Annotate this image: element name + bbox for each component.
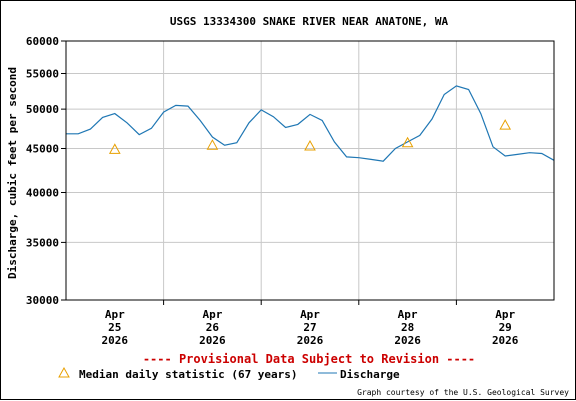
y-axis-ticks: 30000 35000 40000 45000 50000 55000 60000: [26, 35, 66, 307]
x-tick-label-month: Apr: [300, 308, 320, 321]
median-marker: [304, 139, 316, 151]
chart-title: USGS 13334300 SNAKE RIVER NEAR ANATONE, …: [170, 15, 449, 28]
median-marker: [108, 143, 121, 154]
x-tick-label-month: Apr: [398, 308, 418, 321]
discharge-line: [66, 85, 555, 162]
y-tick-label: 45000: [26, 142, 59, 155]
x-tick-label-month: Apr: [495, 308, 515, 321]
y-tick-label: 55000: [26, 68, 59, 81]
y-axis-label: Discharge, cubic feet per second: [6, 67, 19, 279]
y-tick-label: 60000: [26, 35, 59, 48]
x-tick-label-year: 2026: [394, 334, 421, 347]
series-layer: [66, 85, 555, 162]
x-axis-ticks: Apr252026Apr262026Apr272026Apr282026Apr2…: [102, 300, 519, 347]
x-tick-label-month: Apr: [105, 308, 125, 321]
x-tick-label-day: 25: [108, 321, 121, 334]
x-tick-label-year: 2026: [199, 334, 226, 347]
legend-median-label: Median daily statistic (67 years): [79, 368, 298, 381]
median-marker: [206, 139, 219, 150]
credit-text: Graph courtesy of the U.S. Geological Su…: [357, 388, 569, 397]
y-tick-label: 40000: [26, 187, 59, 200]
legend-discharge-label: Discharge: [340, 368, 400, 381]
grid-lines: [66, 40, 554, 301]
x-tick-label-day: 28: [401, 321, 414, 334]
x-tick-label-day: 27: [303, 321, 316, 334]
legend-median-triangle-icon: [58, 366, 70, 378]
x-tick-label-year: 2026: [492, 334, 519, 347]
y-tick-label: 35000: [26, 236, 59, 249]
y-tick-label: 30000: [26, 294, 59, 307]
provisional-note: ---- Provisional Data Subject to Revisio…: [143, 352, 475, 366]
x-tick-label-day: 29: [499, 321, 512, 334]
x-tick-label-day: 26: [206, 321, 220, 334]
y-tick-label: 50000: [26, 103, 59, 116]
plot-area-border: [65, 40, 555, 301]
x-tick-label-year: 2026: [297, 334, 324, 347]
median-marker: [499, 119, 512, 130]
x-tick-label-month: Apr: [202, 308, 222, 321]
median-markers: [108, 119, 512, 154]
median-marker: [401, 136, 414, 148]
legend: Median daily statistic (67 years) Discha…: [58, 366, 400, 381]
x-tick-label-year: 2026: [102, 334, 129, 347]
